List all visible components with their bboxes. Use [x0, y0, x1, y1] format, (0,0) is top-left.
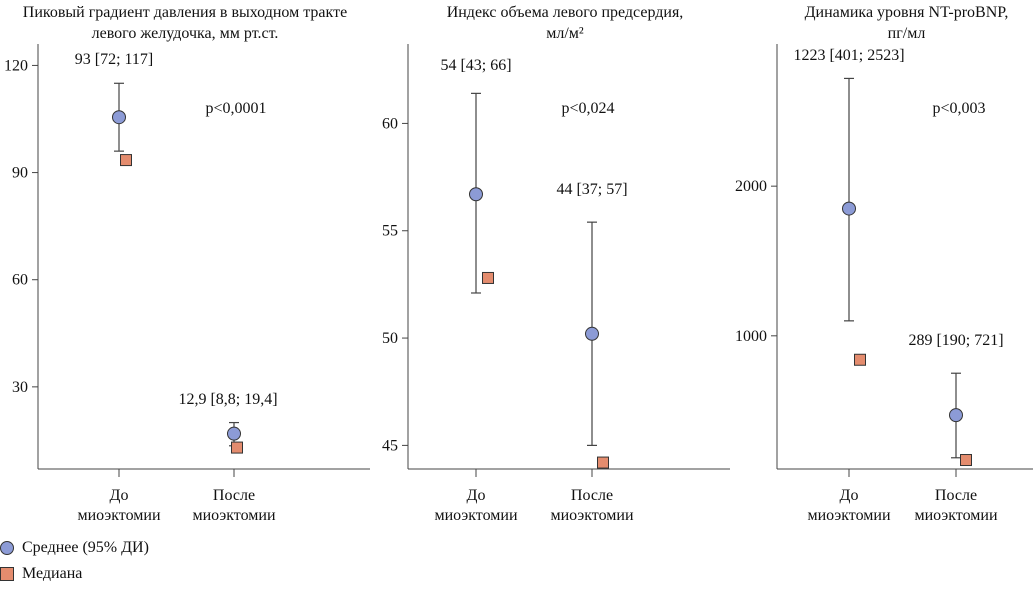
point-label: 44 [37; 57] — [556, 181, 627, 198]
point-label: 12,9 [8,8; 19,4] — [178, 391, 277, 408]
chart-title: Динамика уровня NT-proBNP, пг/мл — [780, 2, 1033, 44]
y-tick-label: 60 — [382, 115, 398, 132]
x-tick-label: После — [935, 487, 977, 504]
legend-item-median: Медиана — [0, 565, 82, 583]
x-tick-label: миоэктомии — [550, 507, 633, 524]
median-point — [597, 456, 609, 469]
point-label: 93 [72; 117] — [75, 51, 154, 68]
chart-plot-la-volume: 45 50 55 60 До миоэктомии После миоэктомии 54 [4… — [382, 44, 730, 524]
mean-point — [842, 201, 856, 216]
x-tick-label: После — [213, 487, 255, 504]
legend-label-mean: Среднее (95% ДИ) — [22, 539, 149, 556]
mean-point — [949, 408, 963, 423]
y-tick-label: 90 — [12, 165, 28, 182]
x-tick-label: миоэктомии — [77, 507, 160, 524]
y-tick-label: 30 — [12, 379, 28, 396]
circle-marker-icon — [0, 541, 14, 555]
median-point — [482, 271, 494, 284]
legend-item-mean: Среднее (95% ДИ) — [0, 539, 149, 557]
median-point — [231, 441, 243, 454]
square-marker-icon — [0, 567, 14, 581]
y-tick-label: 2000 — [735, 178, 767, 195]
point-label: 54 [43; 66] — [440, 57, 511, 74]
chart-title-line2: левого желудочка, мм рт.ст. — [91, 25, 279, 42]
mean-point — [585, 326, 599, 341]
chart-title-line1: Пиковый градиент давления в выходном тра… — [22, 4, 348, 21]
x-tick-label: миоэктомии — [807, 507, 890, 524]
x-tick-label: миоэктомии — [434, 507, 517, 524]
point-label: 289 [190; 721] — [908, 332, 1003, 349]
x-tick-label: До — [840, 487, 859, 504]
chart-panel-ntprobnp: Динамика уровня NT-proBNP, пг/мл 1000 200… — [730, 0, 1033, 584]
p-value-annotation: p<0,024 — [561, 100, 614, 117]
y-tick-label: 50 — [382, 330, 398, 347]
y-tick-label: 60 — [12, 272, 28, 289]
p-value-annotation: p<0,003 — [932, 100, 985, 117]
legend-label-median: Медиана — [22, 565, 83, 582]
chart-title-line1: Динамика уровня NT-proBNP, — [804, 4, 1009, 21]
y-tick-label: 1000 — [735, 328, 767, 345]
chart-title: Индекс объема левого предсердия, мл/м² — [400, 2, 730, 44]
median-point — [960, 454, 972, 467]
x-tick-label: До — [467, 487, 486, 504]
chart-title-line1: Индекс объема левого предсердия, — [446, 4, 684, 21]
median-point — [854, 353, 866, 366]
chart-title: Пиковый градиент давления в выходном тра… — [0, 2, 370, 44]
x-tick-label: миоэктомии — [914, 507, 997, 524]
chart-title-line2: пг/мл — [887, 25, 926, 42]
chart-plot-gradient: 30 60 90 120 До миоэктомии После миоэктомии 93 [… — [4, 44, 370, 524]
y-tick-label: 55 — [382, 223, 398, 240]
chart-plot-ntprobnp: 1000 2000 До миоэктомии После миоэктомии 1223 … — [735, 44, 1033, 524]
chart-title-line2: мл/м² — [546, 25, 584, 42]
chart-panel-la-volume: Индекс объема левого предсердия, мл/м² 4… — [370, 0, 730, 584]
x-tick-label: миоэктомии — [192, 507, 275, 524]
chart-panel-gradient: Пиковый градиент давления в выходном тра… — [0, 0, 370, 584]
mean-point — [227, 426, 241, 441]
median-point — [120, 154, 132, 167]
mean-point — [469, 187, 483, 202]
y-tick-label: 120 — [4, 57, 28, 74]
mean-point — [112, 110, 126, 125]
y-tick-label: 45 — [382, 437, 398, 454]
x-tick-label: До — [110, 487, 129, 504]
point-label: 1223 [401; 2523] — [793, 47, 904, 64]
p-value-annotation: p<0,0001 — [205, 100, 266, 117]
x-tick-label: После — [571, 487, 613, 504]
